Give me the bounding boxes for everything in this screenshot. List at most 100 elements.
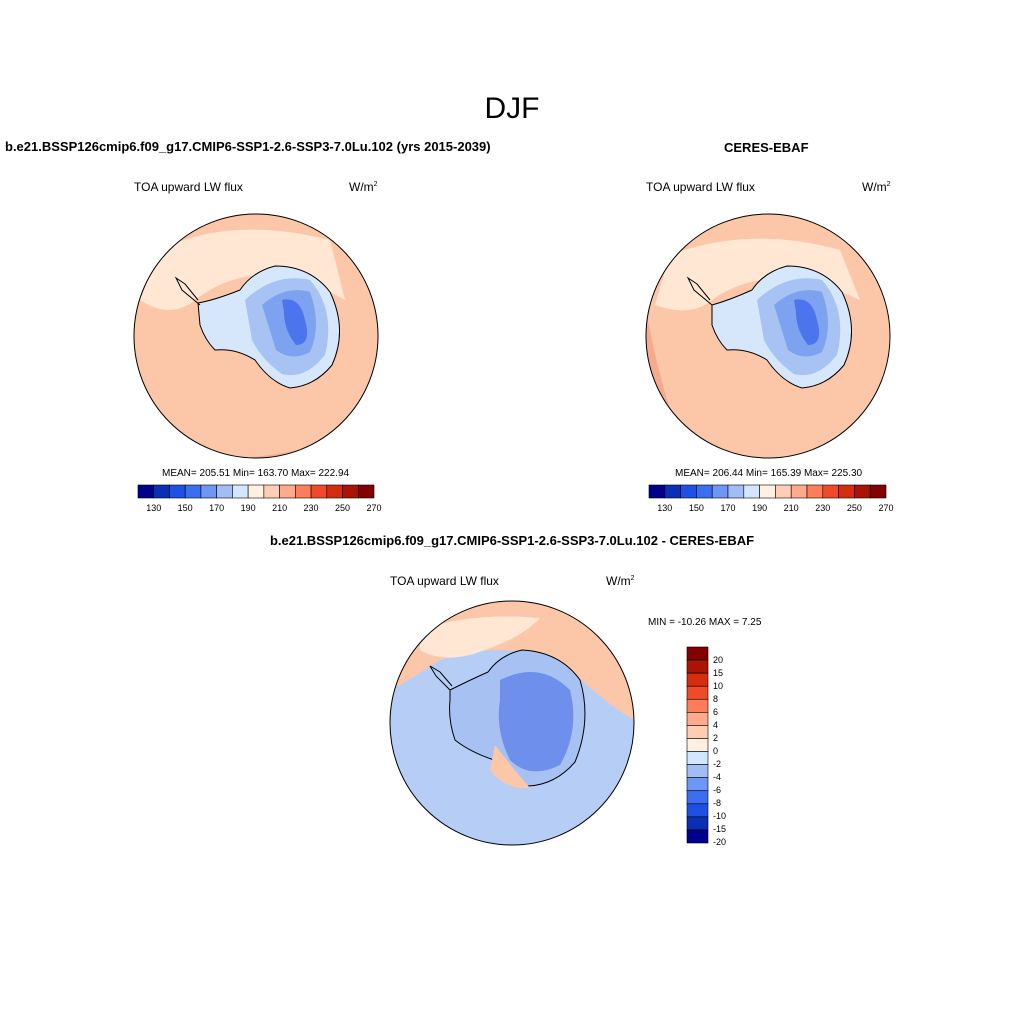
colorbar-swatch [696,484,713,499]
plateau-core [282,299,308,345]
map-border [389,600,635,846]
colorbar-tick-label: -15 [713,824,727,835]
colorbar-swatch [686,790,709,805]
colorbar-swatch [686,646,709,661]
model-units-label: W/m2 [349,180,378,194]
peninsula-outline [429,665,453,691]
colorbar-swatch [686,777,709,792]
obs-variable-label: TOA upward LW flux [646,180,755,194]
colorbar-tick-label: 270 [878,503,894,513]
colorbar-tick-label: 4 [713,719,719,730]
colorbar-swatch [216,484,233,499]
colorbar-swatch [759,484,776,499]
pale-ocean-band [140,229,345,310]
colorbar-swatch [310,484,328,499]
colorbar-swatch [686,672,709,687]
colorbar-tick-label: 230 [815,503,831,513]
colorbar-swatch [686,659,709,674]
colorbar-swatch [686,829,709,844]
diff-panel-title: b.e21.BSSP126cmip6.f09_g17.CMIP6-SSP1-2.… [269,533,755,548]
colorbar-swatch [664,484,681,499]
peninsula-outline [174,276,201,306]
colorbar-tick-label: 190 [752,503,768,513]
colorbar-swatch [295,484,312,499]
colorbar-swatch [137,484,155,499]
diff-colorbar [686,646,709,844]
colorbar-swatch [247,484,265,499]
colorbar-swatch [686,725,709,739]
colorbar-swatch [822,484,839,499]
colorbar-tick-label: -20 [713,837,727,848]
colorbar-tick-label: 10 [713,680,724,691]
diff-units-label: W/m2 [606,574,635,588]
model-panel-title: b.e21.BSSP126cmip6.f09_g17.CMIP6-SSP1-2.… [5,139,491,154]
colorbar-swatch [686,712,709,726]
colorbar-tick-label: 270 [366,503,382,513]
obs-panel-title: CERES-EBAF [724,140,809,155]
obs-colorbar [648,484,887,499]
pale-ocean-band [655,238,860,311]
colorbar-swatch [686,698,709,713]
colorbar-swatch [279,484,296,499]
colorbar-tick-label: 2 [713,732,719,743]
colorbar-swatch [680,484,697,499]
colorbar-tick-label: -2 [713,759,722,770]
colorbar-tick-label: 250 [335,503,351,513]
colorbar-tick-label: 210 [783,503,799,513]
colorbar-swatch [743,484,760,499]
colorbar-swatch [153,484,170,499]
colorbar-tick-label: 6 [713,706,719,717]
colorbar-tick-label: -8 [713,798,722,809]
colorbar-swatch [200,484,217,499]
colorbar-tick-label: 170 [209,503,225,513]
colorbar-tick-label: -10 [713,811,727,822]
colorbar-swatch [790,484,808,499]
colorbar-tick-label: 170 [720,503,736,513]
model-polar-map [133,213,379,459]
colorbar-tick-label: 150 [177,503,193,513]
colorbar-tick-label: 150 [688,503,704,513]
colorbar-tick-label: 130 [657,503,673,513]
colorbar-tick-label: 20 [713,654,724,665]
colorbar-swatch [727,484,745,499]
colorbar-swatch [686,685,709,700]
obs-polar-map [645,213,891,459]
colorbar-tick-label: -4 [713,772,722,783]
colorbar-tick-label: 8 [713,693,719,704]
colorbar-swatch [686,816,709,831]
colorbar-swatch [806,484,824,499]
colorbar-swatch [686,751,709,765]
peninsula-outline [686,276,713,306]
model-stats: MEAN= 205.51 Min= 163.70 Max= 222.94 [162,468,350,479]
colorbar-swatch [838,484,855,499]
colorbar-tick-label: 130 [146,503,162,513]
colorbar-swatch [711,484,729,499]
colorbar-swatch [686,738,709,752]
colorbar-swatch [648,484,666,499]
diff-stats: MIN = -10.26 MAX = 7.25 [648,617,762,628]
colorbar-swatch [169,484,186,499]
model-colorbar [137,484,375,499]
colorbar-swatch [263,484,280,499]
map-border [133,213,379,459]
colorbar-swatch [854,484,871,499]
colorbar-tick-label: 230 [303,503,319,513]
colorbar-tick-label: 0 [713,746,719,756]
colorbar-tick-label: -6 [713,785,722,796]
plateau-core [794,299,820,345]
colorbar-tick-label: 210 [272,503,288,513]
model-variable-label: TOA upward LW flux [134,180,243,194]
colorbar-swatch [869,484,887,499]
colorbar-swatch [357,484,375,499]
obs-stats: MEAN= 206.44 Min= 165.39 Max= 225.30 [675,468,863,479]
season-title: DJF [484,92,540,125]
obs-units-label: W/m2 [862,180,891,194]
colorbar-swatch [232,484,249,499]
colorbar-swatch [342,484,359,499]
diff-variable-label: TOA upward LW flux [390,574,499,588]
colorbar-tick-label: 190 [240,503,256,513]
colorbar-tick-label: 250 [846,503,862,513]
diff-polar-map [389,600,635,846]
small-positive-field [420,616,540,658]
